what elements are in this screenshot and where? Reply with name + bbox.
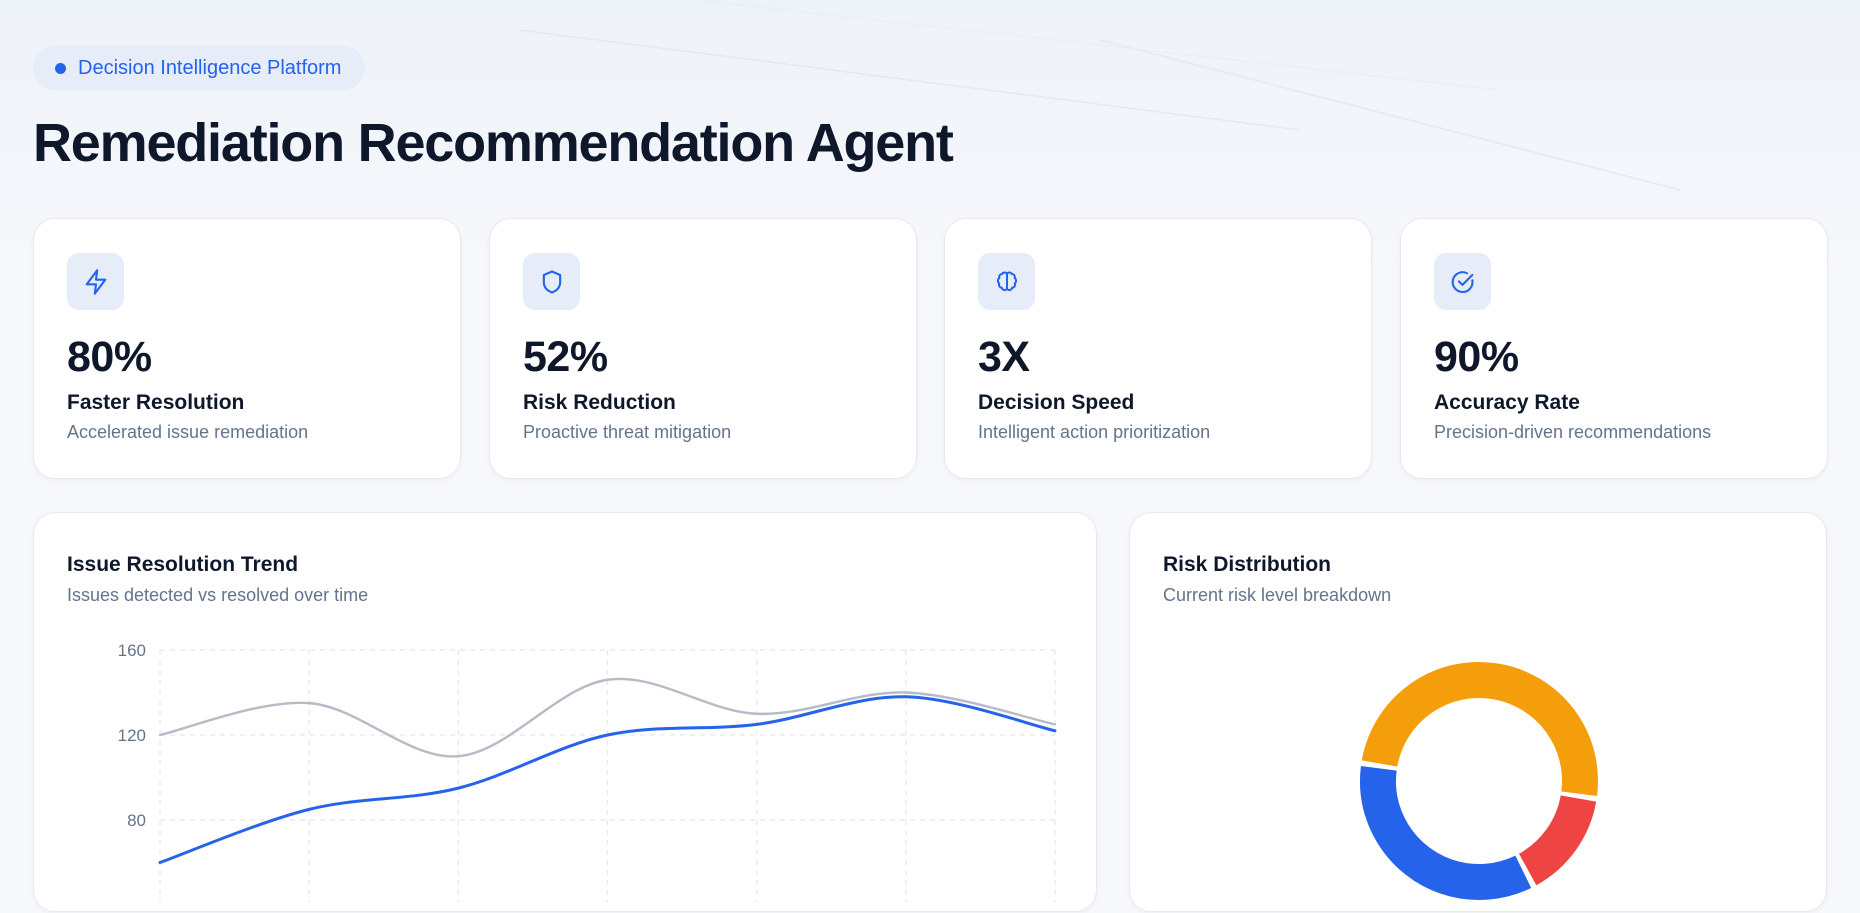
stat-card-faster-resolution: 80% Faster Resolution Accelerated issue … bbox=[33, 218, 461, 479]
series-line-resolved bbox=[158, 695, 1057, 864]
check-circle-icon bbox=[1434, 253, 1491, 310]
lightning-icon bbox=[67, 253, 124, 310]
stat-card-risk-reduction: 52% Risk Reduction Proactive threat miti… bbox=[489, 218, 917, 479]
stat-value: 52% bbox=[523, 333, 608, 381]
badge-dot bbox=[55, 62, 66, 74]
y-tick-label: 80 bbox=[127, 811, 146, 830]
stat-value: 80% bbox=[67, 333, 152, 381]
y-tick-label: 120 bbox=[118, 726, 146, 745]
y-tick-label: 160 bbox=[118, 641, 146, 660]
stat-description: Precision-driven recommendations bbox=[1434, 422, 1712, 442]
platform-badge: Decision Intelligence Platform bbox=[33, 46, 366, 90]
stat-label: Risk Reduction bbox=[523, 391, 676, 414]
trend-panel: Issue Resolution Trend Issues detected v… bbox=[33, 512, 1097, 912]
stat-description: Intelligent action prioritization bbox=[978, 422, 1211, 442]
risk-title: Risk Distribution bbox=[1163, 553, 1332, 576]
risk-donut-chart bbox=[1360, 662, 1598, 900]
stat-card-accuracy-rate: 90% Accuracy Rate Precision-driven recom… bbox=[1400, 218, 1828, 479]
stat-label: Accuracy Rate bbox=[1434, 391, 1580, 414]
trend-chart: 80 120 160 bbox=[118, 641, 1057, 903]
series-line-detected bbox=[158, 677, 1057, 758]
stat-label: Decision Speed bbox=[978, 391, 1135, 414]
donut-slice-orange bbox=[1360, 662, 1598, 900]
stat-value: 3X bbox=[978, 333, 1030, 381]
trend-title: Issue Resolution Trend bbox=[67, 553, 299, 576]
page-title: Remediation Recommendation Agent bbox=[33, 113, 954, 173]
risk-subtitle: Current risk level breakdown bbox=[1163, 585, 1392, 605]
shield-icon bbox=[523, 253, 580, 310]
stat-label: Faster Resolution bbox=[67, 391, 245, 414]
stat-description: Accelerated issue remediation bbox=[67, 422, 309, 442]
trend-subtitle: Issues detected vs resolved over time bbox=[67, 585, 369, 605]
donut-slice-red bbox=[1360, 662, 1598, 900]
stat-value: 90% bbox=[1434, 333, 1519, 381]
risk-panel: Risk Distribution Current risk level bre… bbox=[1129, 512, 1827, 912]
badge-label: Decision Intelligence Platform bbox=[78, 56, 342, 79]
hero-decoration bbox=[519, 0, 1681, 191]
brain-icon bbox=[978, 253, 1035, 310]
stat-description: Proactive threat mitigation bbox=[523, 422, 732, 442]
stat-card-decision-speed: 3X Decision Speed Intelligent action pri… bbox=[944, 218, 1372, 479]
